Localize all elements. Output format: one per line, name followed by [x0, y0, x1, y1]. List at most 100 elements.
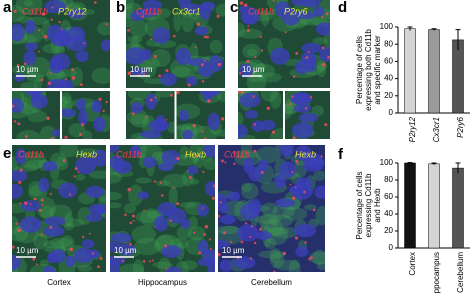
- red-signal: [186, 170, 189, 172]
- y-axis-label: and specific marker: [373, 35, 382, 105]
- red-signal: [16, 64, 20, 67]
- y-tick-label: 100: [380, 22, 394, 31]
- green-signal: [188, 145, 202, 162]
- red-signal: [188, 175, 192, 180]
- red-signal: [40, 78, 44, 82]
- green-signal: [27, 110, 48, 123]
- red-signal: [254, 56, 257, 59]
- nucleus: [238, 123, 248, 139]
- nucleus: [81, 239, 95, 249]
- red-signal: [49, 72, 52, 75]
- red-signal: [312, 208, 316, 212]
- green-signal: [311, 105, 324, 117]
- green-signal: [135, 177, 152, 184]
- red-signal: [164, 244, 168, 248]
- red-signal: [303, 190, 306, 194]
- red-signal: [94, 1, 97, 4]
- red-signal: [291, 171, 294, 174]
- nucleus: [274, 1, 291, 18]
- red-signal: [159, 181, 163, 184]
- red-signal: [211, 196, 215, 200]
- panel-label: b: [116, 0, 125, 16]
- green-signal: [56, 156, 69, 171]
- red-signal: [82, 42, 85, 45]
- nucleus: [260, 119, 276, 131]
- red-signal: [327, 55, 330, 59]
- green-signal: [283, 207, 308, 221]
- red-signal: [74, 167, 78, 171]
- error-bar: [455, 29, 461, 51]
- green-signal: [110, 191, 123, 201]
- red-signal: [239, 72, 242, 75]
- red-signal: [61, 28, 63, 30]
- red-signal: [206, 35, 209, 39]
- nucleus: [279, 161, 297, 178]
- red-signal: [249, 257, 253, 260]
- green-signal: [155, 91, 174, 98]
- green-signal: [12, 216, 20, 235]
- green-signal: [40, 205, 54, 220]
- nucleus: [202, 249, 215, 263]
- green-signal: [135, 210, 161, 224]
- green-signal: [60, 235, 75, 251]
- green-signal: [188, 216, 198, 230]
- green-signal: [261, 9, 270, 27]
- red-signal: [209, 247, 212, 250]
- nucleus: [130, 102, 144, 114]
- nucleus: [25, 19, 36, 34]
- red-signal: [289, 183, 292, 186]
- green-signal: [162, 173, 189, 188]
- green-signal: [238, 111, 244, 126]
- nucleus: [186, 75, 198, 86]
- green-signal: [54, 44, 66, 55]
- x-tick-label: Hippocampus: [432, 252, 441, 293]
- green-signal: [39, 125, 57, 139]
- nucleus: [248, 166, 263, 182]
- red-signal: [201, 207, 204, 209]
- red-signal: [44, 35, 48, 39]
- red-signal: [142, 10, 145, 12]
- green-signal: [179, 201, 197, 208]
- green-signal: [70, 66, 84, 87]
- x-tick-label: P2ry6: [456, 116, 465, 137]
- red-signal: [15, 222, 18, 225]
- red-signal: [204, 225, 209, 229]
- red-signal: [259, 35, 262, 38]
- x-tick-label: Cx3cr1: [432, 117, 441, 142]
- red-signal: [239, 1, 244, 5]
- green-signal: [188, 178, 200, 185]
- bar: [452, 167, 464, 249]
- red-signal: [143, 72, 146, 75]
- micrograph: [285, 91, 330, 139]
- nucleus: [238, 63, 253, 78]
- green-signal: [272, 203, 295, 219]
- nucleus: [43, 225, 65, 237]
- red-signal: [127, 187, 132, 192]
- nucleus: [154, 215, 169, 232]
- red-signal: [217, 62, 222, 67]
- green-signal: [258, 250, 286, 259]
- red-signal: [284, 31, 287, 34]
- red-signal: [24, 201, 28, 205]
- panel-label: e: [3, 145, 11, 162]
- nucleus: [306, 57, 317, 72]
- red-signal: [79, 132, 83, 136]
- scale-bar-label: 10 µm: [222, 246, 245, 255]
- red-signal: [62, 159, 66, 163]
- green-signal: [15, 0, 43, 16]
- red-signal: [324, 123, 328, 127]
- green-signal: [62, 96, 74, 111]
- marker-yellow: Hexb: [185, 149, 206, 159]
- red-signal: [98, 97, 102, 101]
- green-signal: [271, 226, 298, 239]
- nucleus: [298, 113, 319, 123]
- green-signal: [131, 225, 157, 244]
- red-signal: [173, 34, 176, 38]
- green-signal: [12, 64, 38, 75]
- green-signal: [317, 261, 325, 271]
- red-signal: [145, 115, 148, 119]
- micrograph: Cd11b Hexb 10 µm: [110, 145, 215, 272]
- nucleus: [219, 259, 233, 272]
- red-signal: [204, 137, 207, 139]
